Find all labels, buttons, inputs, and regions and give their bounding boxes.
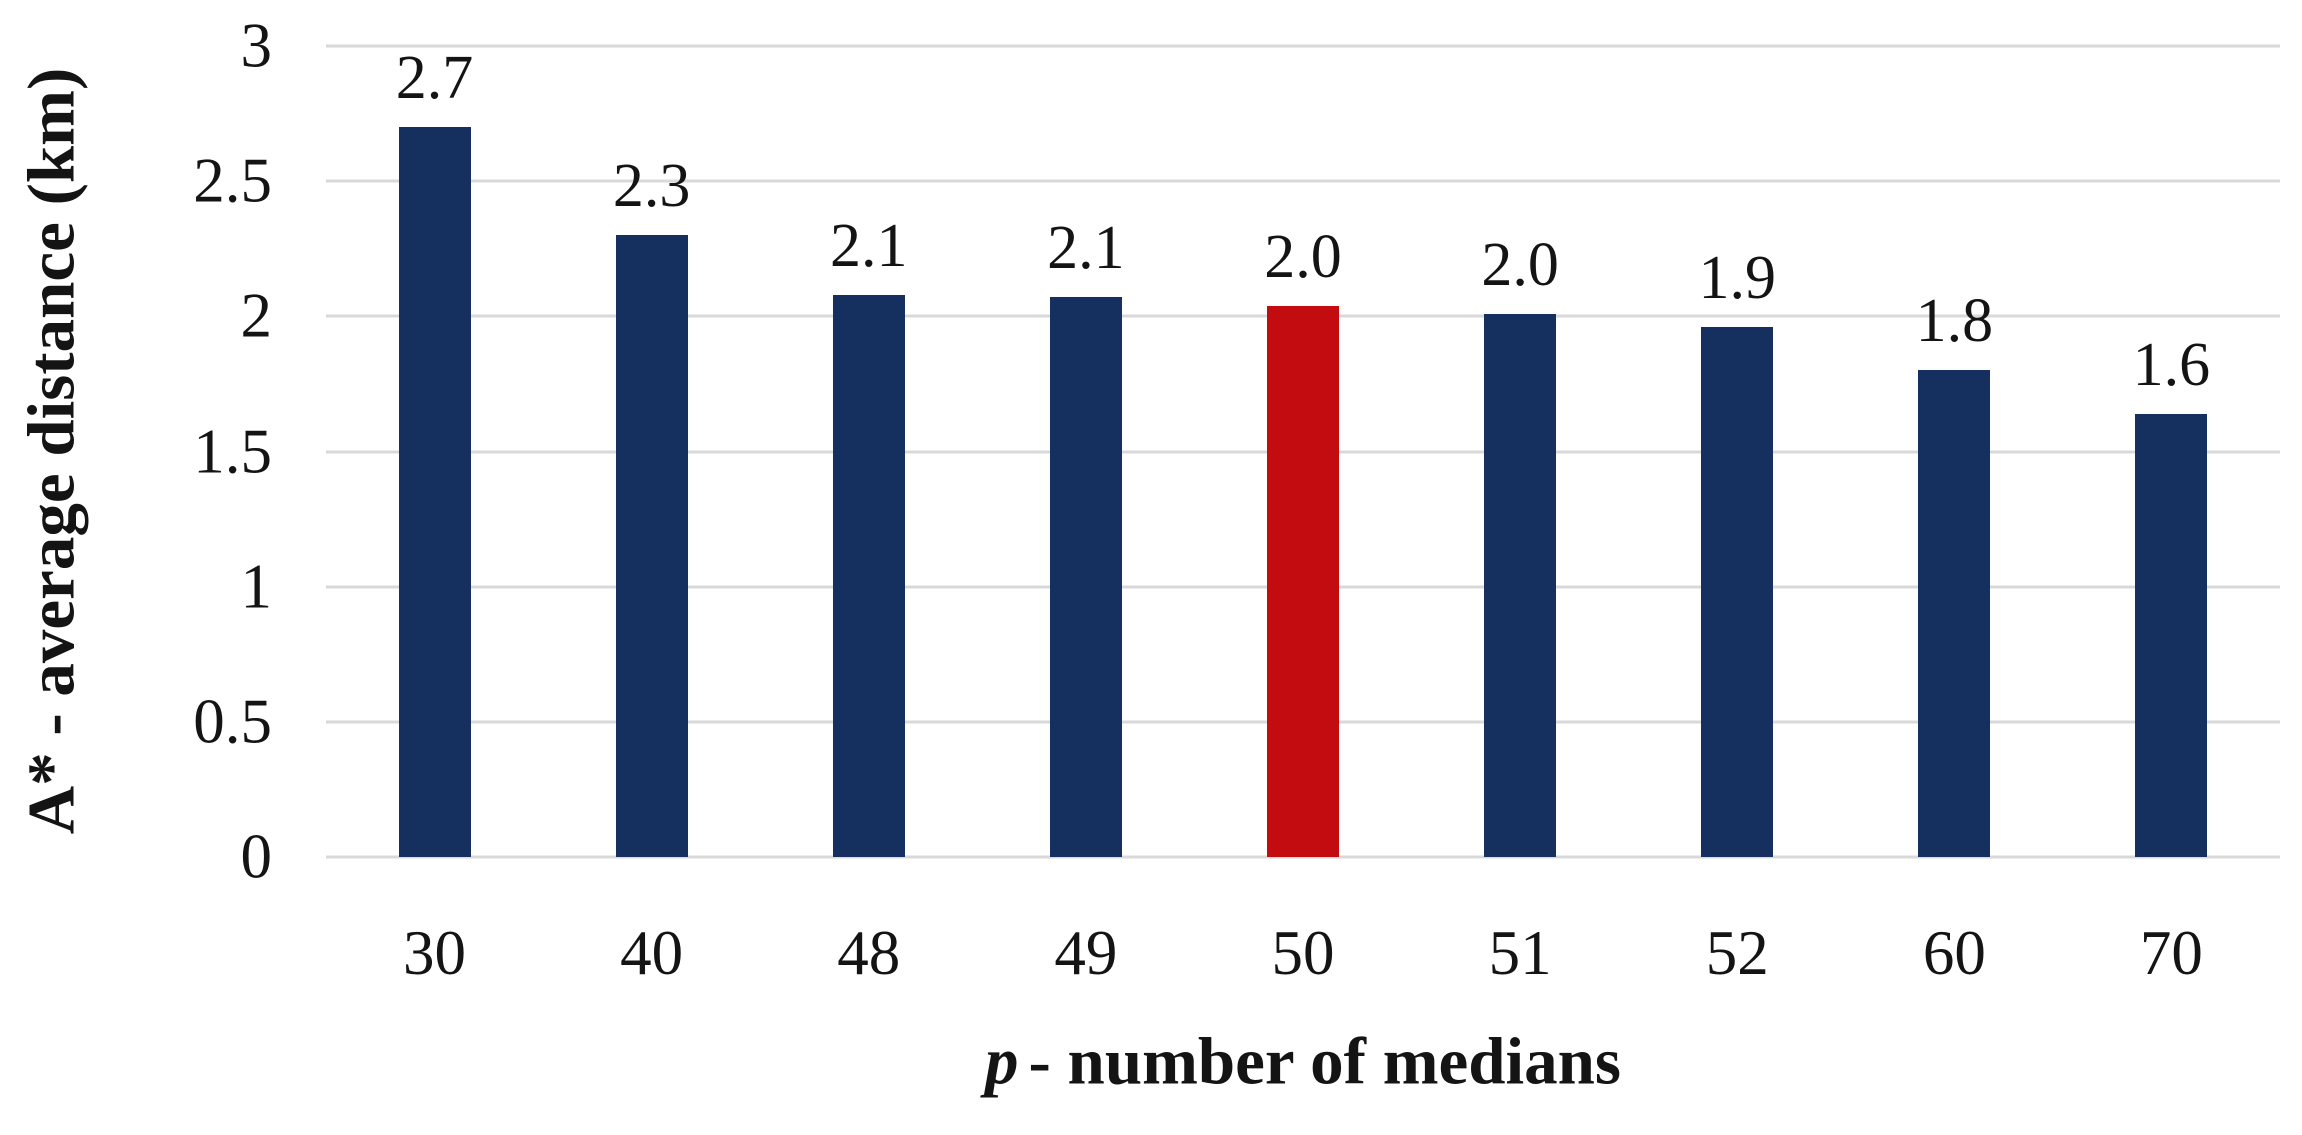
x-tick-label-49: 49: [1054, 918, 1118, 988]
bar-slot-48: 2.1: [760, 46, 977, 857]
bar-50: [1266, 305, 1339, 857]
bar-slot-49: 2.1: [977, 46, 1194, 857]
x-axis-title-variable: p: [985, 1024, 1019, 1099]
bar-48: [832, 294, 905, 857]
bar-slot-51: 2.0: [1412, 46, 1629, 857]
bar-70: [2135, 413, 2208, 857]
y-tick-label: 2.5: [193, 145, 272, 216]
bars-container: 2.7 2.3 2.1 2.1 2.0 2.0 1.9 1.8 1.6: [326, 46, 2280, 857]
gridline: [326, 179, 2280, 183]
plot-area: 2.7 2.3 2.1 2.1 2.0 2.0 1.9 1.8 1.6: [326, 44, 2280, 859]
bar-52: [1701, 327, 1774, 857]
x-tick-label-50: 50: [1271, 918, 1335, 988]
x-tick-label-40: 40: [620, 918, 684, 988]
bar-value-label: 1.6: [2132, 330, 2211, 399]
bar-slot-40: 2.3: [543, 46, 760, 857]
bar-value-label: 1.9: [1698, 244, 1776, 313]
y-tick-label: 2: [240, 280, 273, 351]
x-tick-label-70: 70: [2139, 918, 2203, 988]
bar-slot-30: 2.7: [326, 46, 543, 857]
gridline: [326, 44, 2280, 48]
bar-value-label: 1.8: [1915, 287, 1994, 356]
x-tick-label-30: 30: [403, 918, 467, 988]
x-axis-title: p- number of medians: [985, 1028, 1621, 1096]
y-tick-label: 1: [240, 551, 273, 622]
bar-slot-70: 1.6: [2063, 46, 2280, 857]
bar-slot-60: 1.8: [1846, 46, 2063, 857]
bar-49: [1049, 297, 1122, 857]
bar-30: [398, 127, 471, 857]
y-tick-label: 1.5: [193, 416, 272, 486]
bar-40: [615, 235, 688, 857]
bar-value-label: 2.3: [612, 152, 691, 221]
y-tick-label: 0.5: [193, 686, 272, 757]
y-tick-label: 3: [240, 10, 273, 81]
x-axis-tick-labels: 30 40 48 49 50 51 52 60 70: [326, 922, 2280, 985]
gridline: [326, 855, 2280, 859]
y-axis-tick-labels: 3 2.5 2 1.5 1 0.5 0: [0, 14, 273, 888]
bar-value-label: 2.7: [395, 44, 474, 113]
x-tick-label-48: 48: [837, 918, 901, 988]
x-tick-label-60: 60: [1922, 918, 1986, 988]
bar-51: [1484, 313, 1557, 857]
y-tick-label: 0: [240, 821, 273, 892]
bar-value-label: 2.0: [1481, 230, 1559, 299]
x-axis-title-text: - number of medians: [1028, 1024, 1622, 1099]
x-tick-label-51: 51: [1488, 918, 1552, 988]
x-tick-label-52: 52: [1705, 918, 1769, 988]
bar-60: [1918, 370, 1991, 857]
bar-slot-50: 2.0: [1194, 46, 1411, 857]
bar-value-label: 2.1: [1047, 214, 1125, 283]
bar-slot-52: 1.9: [1629, 46, 1846, 857]
bar-value-label: 2.1: [830, 211, 908, 280]
bar-value-label: 2.0: [1264, 222, 1342, 291]
